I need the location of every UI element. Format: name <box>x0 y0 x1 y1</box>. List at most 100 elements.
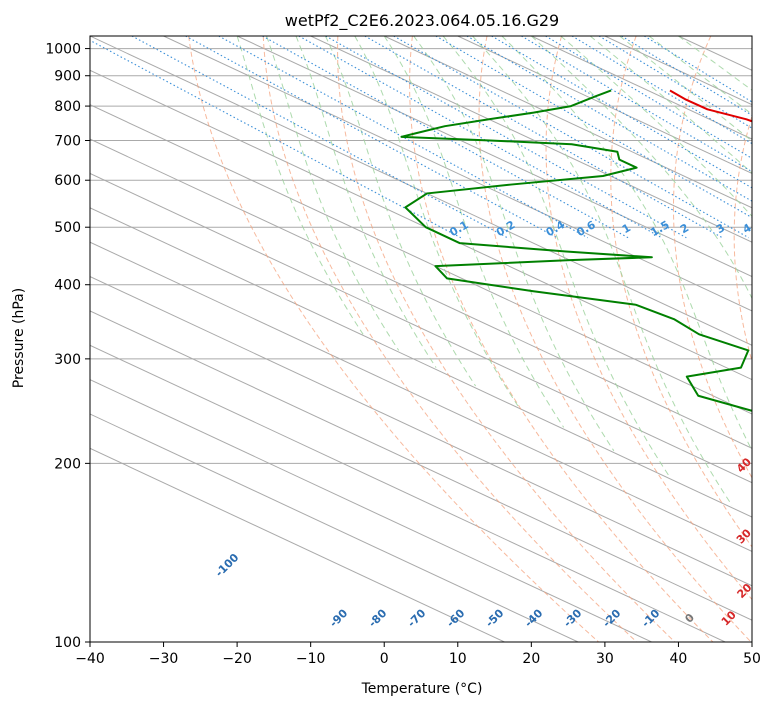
dry-adiabat-line <box>262 36 638 642</box>
isotherm-line <box>90 379 652 642</box>
dry-adiabat-label: 30 <box>734 526 754 546</box>
moist-adiabat-line <box>678 36 752 91</box>
x-tick-label: 40 <box>670 651 688 667</box>
moist-adiabat-line <box>413 36 615 452</box>
dry-adiabat-label: -50 <box>483 606 506 629</box>
mixing-ratio-line <box>644 36 752 103</box>
isotherm-line <box>90 413 579 642</box>
moist-adiabat-line <box>560 36 752 218</box>
mixing-ratio-label: 2 <box>678 221 691 236</box>
y-tick-label: 100 <box>54 635 81 651</box>
isotherm-line <box>90 447 505 642</box>
dry-adiabat-line <box>610 36 752 548</box>
x-tick-label: 50 <box>743 651 761 667</box>
mixing-ratio-label: 0.4 <box>544 218 568 239</box>
dry-adiabat-label: -90 <box>327 606 350 629</box>
isotherm-line <box>90 310 752 621</box>
dry-adiabat-label: -100 <box>213 551 242 580</box>
axes: −40 −30 −20 −10 0 10 20 30 40 50 100 200 300 400 500 60… <box>45 35 761 667</box>
x-tick-label: −30 <box>149 651 179 667</box>
isotherm-line <box>90 275 752 587</box>
y-tick-label: 500 <box>54 220 81 236</box>
y-axis-label: Pressure (hPa) <box>11 288 27 388</box>
moist-adiabat-line <box>589 36 752 174</box>
mixing-ratio-label: 3 <box>714 221 727 236</box>
x-tick-label: 30 <box>596 651 614 667</box>
x-axis-label: Temperature (°C) <box>361 681 483 697</box>
mixing-ratio-line <box>325 36 687 239</box>
mixing-ratio-line <box>491 36 752 189</box>
x-tick-label: 0 <box>380 651 389 667</box>
x-tick-label: −10 <box>296 651 326 667</box>
x-tick-label: 20 <box>522 651 540 667</box>
y-tick-label: 600 <box>54 173 81 189</box>
isotherm-line <box>604 36 752 106</box>
y-tick-label: 700 <box>54 133 81 149</box>
x-tick-label: −20 <box>222 651 252 667</box>
mixing-ratio-line <box>521 36 752 173</box>
x-tick-label: 10 <box>449 651 467 667</box>
mixing-ratio-line <box>435 36 752 219</box>
dry-adiabat-label: -70 <box>405 606 428 629</box>
isotherm-line <box>90 172 752 484</box>
isotherm-line <box>310 36 752 243</box>
isotherm-line <box>90 241 752 552</box>
dry-adiabat-line <box>337 36 676 642</box>
mixing-ratio-label: 0.2 <box>494 218 517 239</box>
isotherm-line <box>90 104 752 415</box>
plot-frame <box>89 35 753 643</box>
mixing-ratio-label: 1.5 <box>648 218 671 239</box>
mixing-ratio-line <box>393 36 750 239</box>
isotherm-line <box>90 36 752 346</box>
dry-adiabat-line <box>672 36 752 479</box>
moist-adiabat-line <box>472 36 733 506</box>
mixing-ratio-label: 1 <box>620 221 633 236</box>
dry-adiabat-line <box>188 36 599 642</box>
y-tick-label: 1000 <box>45 42 81 58</box>
dry-adiabat-line <box>545 36 752 601</box>
mixing-ratio-line <box>185 36 558 239</box>
chart-title: wetPf2_C2E6.2023.064.05.16.G29 <box>285 11 559 31</box>
dry-adiabat-line <box>478 36 752 642</box>
mixing-ratio-line <box>364 36 723 239</box>
isotherm-line <box>90 207 752 518</box>
moist-adiabat-line <box>266 36 400 351</box>
moist-adiabat-line <box>354 36 519 407</box>
x-tick-label: −40 <box>75 651 105 667</box>
moist-adiabat-line <box>295 36 437 368</box>
isotherm-line <box>384 36 752 209</box>
plot-area: 0.1 0.2 0.4 0.6 1 1.5 2 3 4-100-90 -80 -70 -60 -50 -4… <box>90 36 755 642</box>
isotherm-line <box>163 36 752 312</box>
isotherm-line <box>90 344 726 642</box>
isotherm-line <box>751 36 752 37</box>
mixing-ratio-line <box>262 36 629 239</box>
isotherm-line <box>90 69 752 381</box>
mixing-ratio-line <box>598 36 752 129</box>
dry-adiabat-line <box>733 114 752 364</box>
dewpoint-profile-line <box>400 89 752 412</box>
moist-adiabat-line <box>236 36 364 335</box>
mixing-ratio-line <box>466 36 752 202</box>
isotherm-line <box>90 138 752 449</box>
mixing-ratio-line <box>131 36 508 239</box>
dry-adiabat-line <box>409 36 714 642</box>
y-tick-label: 300 <box>54 352 81 368</box>
mixing-ratio-label: 0.6 <box>574 218 598 239</box>
y-tick-label: 900 <box>54 69 81 85</box>
moist-adiabat-line <box>501 36 752 452</box>
moist-adiabat-line <box>442 36 670 477</box>
y-tick-label: 800 <box>54 99 81 115</box>
dry-adiabat-label: -60 <box>444 606 467 629</box>
moist-adiabat-line <box>324 36 477 387</box>
dry-adiabat-label: -80 <box>366 606 389 629</box>
dry-adiabat-label: 40 <box>734 455 754 475</box>
y-tick-label: 200 <box>54 456 81 472</box>
moist-adiabat-line <box>383 36 565 428</box>
dry-adiabat-label: -40 <box>522 606 545 629</box>
mixing-ratio-line <box>90 39 462 239</box>
clipped-layers <box>90 36 752 642</box>
isotherm-line <box>236 36 752 278</box>
mixing-ratio-label: 0.1 <box>447 218 470 239</box>
y-tick-label: 400 <box>54 278 81 294</box>
